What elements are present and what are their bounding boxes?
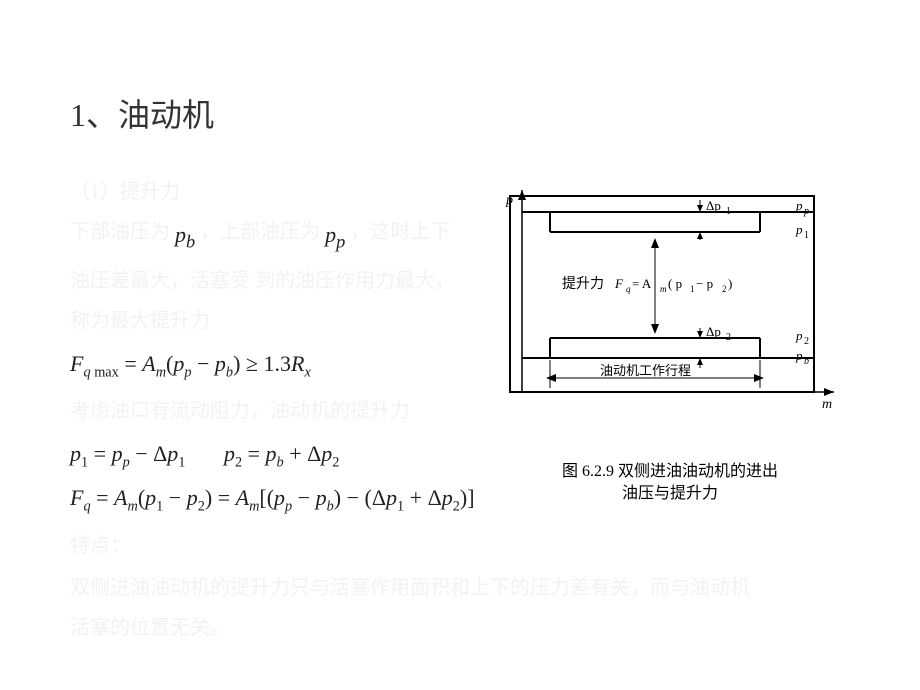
var-pp: pp [325, 222, 345, 247]
svg-text:( p: ( p [668, 276, 682, 291]
svg-text:− p: − p [696, 276, 713, 291]
figure-diagram: p m p p p 1 Δp 1 p 2 [500, 170, 840, 450]
slide: 1、油动机 （1）提升力 下部油压为 pb ，上部油压为 pp ，这时上下 油压… [0, 0, 920, 690]
svg-text:1: 1 [726, 206, 731, 217]
svg-text:1: 1 [804, 230, 809, 241]
text-line-6: 双侧进油油动机的提升力只与活塞作用面积和上下的压力差有关，而与油动机 [70, 572, 850, 604]
svg-text:m: m [822, 397, 832, 412]
svg-text:b: b [804, 356, 809, 367]
text-line-7: 活塞的位置无关。 [70, 612, 850, 644]
svg-text:2: 2 [804, 336, 809, 347]
svg-text:Δp: Δp [706, 324, 721, 339]
figure-caption: 图 6.2.9 双侧进油油动机的进出 油压与提升力 [500, 461, 840, 506]
text-line-3: 称为最大提升力 [70, 305, 490, 337]
text-line-2: 油压差最大，活塞受 到的油压作用力最大， [70, 265, 490, 297]
section-label: （1）提升力 [70, 176, 490, 208]
svg-text:q: q [626, 284, 631, 294]
svg-text:F: F [614, 276, 624, 291]
caption-line1: 图 6.2.9 双侧进油油动机的进出 [500, 461, 840, 483]
caption-line2: 油压与提升力 [500, 483, 840, 505]
svg-text:提升力: 提升力 [562, 276, 604, 292]
svg-text:p: p [505, 193, 513, 208]
text: ，这时上下 [350, 221, 450, 243]
text-line-1: 下部油压为 pb ，上部油压为 pp ，这时上下 [70, 216, 490, 257]
svg-text:p: p [795, 222, 803, 237]
text: 下部油压为 [70, 221, 175, 243]
svg-text:2: 2 [722, 284, 727, 294]
svg-text:p: p [795, 348, 803, 363]
text-line-5: 特点： [70, 530, 850, 562]
svg-text:p: p [795, 328, 803, 343]
svg-text:= A: = A [632, 276, 652, 291]
svg-text:): ) [728, 276, 732, 291]
text: ，上部油压为 [200, 221, 325, 243]
content-block: （1）提升力 下部油压为 pb ，上部油压为 pp ，这时上下 油压差最大，活塞… [70, 176, 490, 427]
pressure-diagram-svg: p m p p p 1 Δp 1 p 2 [500, 170, 840, 450]
text-line-4: 考虑油口有流动阻力，油动机的提升力 [70, 395, 490, 427]
svg-text:1: 1 [690, 284, 695, 294]
svg-text:Δp: Δp [706, 198, 721, 213]
svg-text:p: p [803, 206, 809, 217]
slide-title: 1、油动机 [70, 90, 850, 136]
svg-text:2: 2 [726, 332, 731, 343]
equation-fqmax: Fq max = Am(pp − pb) ≥ 1.3Rx [70, 351, 490, 381]
svg-text:m: m [660, 284, 667, 294]
svg-text:p: p [795, 198, 803, 213]
var-pb: pb [175, 222, 195, 247]
svg-text:油动机工作行程: 油动机工作行程 [600, 363, 691, 378]
